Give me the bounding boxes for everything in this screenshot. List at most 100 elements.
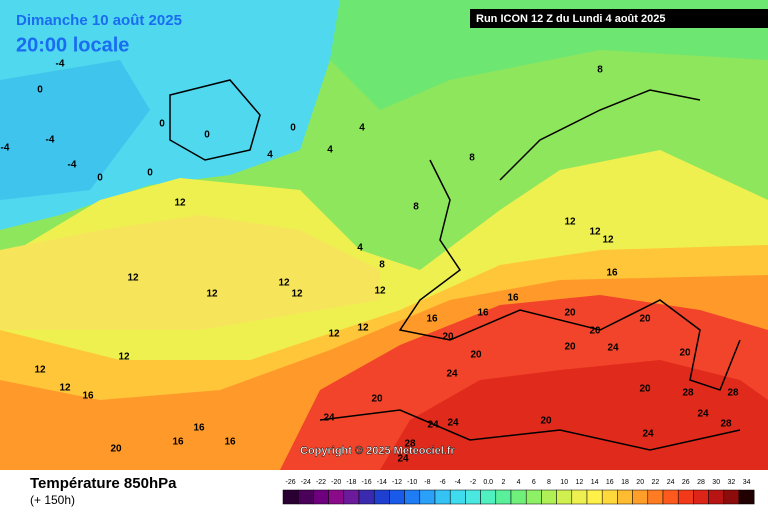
colorbar-tick-label: -22: [316, 479, 326, 486]
contour-label: 4: [357, 243, 363, 254]
contour-label: 20: [589, 326, 601, 337]
colorbar-cell: [465, 489, 481, 505]
field-red2: [380, 360, 768, 470]
coast-africa: [319, 409, 741, 451]
colorbar-tick-label: 20: [636, 479, 644, 486]
colorbar-cell: [419, 489, 436, 505]
footer-title: Température 850hPa: [30, 475, 177, 492]
colorbar-tick-label: -4: [455, 479, 461, 486]
colorbar-cell: [632, 489, 649, 505]
colorbar-cell: [282, 489, 299, 505]
contour-label: 12: [118, 352, 130, 363]
colorbar-cell: [556, 489, 573, 505]
contour-label: 20: [540, 416, 552, 427]
contour-label: -4: [1, 143, 10, 154]
contour-label: 0: [159, 119, 165, 130]
colorbar-tick-label: -16: [362, 479, 372, 486]
colorbar-cell: [708, 489, 725, 505]
contour-label: 12: [589, 227, 601, 238]
colorbar-cell: [693, 489, 709, 505]
colorbar-cell: [738, 489, 755, 505]
colorbar-cell: [662, 489, 679, 505]
colorbar-tick-label: 14: [591, 479, 599, 486]
contour-label: 24: [397, 454, 409, 465]
contour-label: 20: [564, 308, 576, 319]
colorbar-tick-label: -20: [331, 479, 341, 486]
contour-label: 8: [469, 153, 475, 164]
colorbar-tick-label: 22: [652, 479, 660, 486]
contour-label: 16: [507, 293, 519, 304]
contour-label: 28: [682, 388, 694, 399]
colorbar-tick-label: -6: [439, 479, 445, 486]
contour-label: 12: [278, 278, 290, 289]
field-blue: [0, 60, 150, 200]
contour-label: 28: [404, 439, 416, 450]
temperature-field: [0, 0, 768, 470]
colorbar: -26 -24 -22 -20 -18 -16 -14 -12 -10 -8 -6 -4 -2 0.0 2 4…: [282, 479, 755, 505]
colorbar-cell: [373, 489, 390, 505]
contour-label: 12: [127, 273, 139, 284]
contour-label: 0: [147, 168, 153, 179]
contour-label: 16: [426, 314, 438, 325]
contour-label: 20: [639, 384, 651, 395]
contour-label: 28: [727, 388, 739, 399]
contour-label: 24: [323, 413, 335, 424]
contour-label: 24: [427, 420, 439, 431]
colorbar-tick-label: -18: [346, 479, 356, 486]
contour-label: 20: [442, 332, 454, 343]
contour-label: -4: [68, 160, 77, 171]
contour-label: 12: [602, 235, 614, 246]
contour-label: 16: [172, 437, 184, 448]
colorbar-cell: [677, 489, 694, 505]
contour-label: -4: [56, 59, 65, 70]
colorbar-cell: [480, 489, 497, 505]
colorbar-tick-label: -26: [286, 479, 296, 486]
run-info: Run ICON 12 Z du Lundi 4 août 2025: [476, 13, 665, 25]
contour-label: 24: [697, 409, 709, 420]
contour-label: 12: [328, 329, 340, 340]
colorbar-tick-label: 28: [697, 479, 705, 486]
colorbar-tick-label: 0.0: [483, 479, 493, 486]
contour-label: 12: [357, 323, 369, 334]
colorbar-cell: [601, 489, 618, 505]
colorbar-tick-label: 16: [606, 479, 614, 486]
contour-label: 16: [193, 423, 205, 434]
contour-label: 12: [59, 383, 71, 394]
colorbar-tick-label: 2: [501, 479, 505, 486]
colorbar-tick-label: 26: [682, 479, 690, 486]
contour-label: 24: [447, 418, 459, 429]
valid-time: 20:00 locale: [16, 34, 129, 56]
contour-label: 28: [720, 419, 732, 430]
contour-label: 0: [97, 173, 103, 184]
contour-label: 20: [679, 348, 691, 359]
coast-iceland: [169, 79, 261, 161]
run-box: [470, 9, 768, 28]
colorbar-cell: [617, 489, 633, 505]
contour-label: 24: [607, 343, 619, 354]
contour-label: 8: [379, 260, 385, 271]
contour-label: 12: [374, 286, 386, 297]
colorbar-cell: [525, 489, 542, 505]
colorbar-cell: [404, 489, 421, 505]
contour-label: 12: [291, 289, 303, 300]
contour-label: 20: [564, 342, 576, 353]
colorbar-cell: [434, 489, 451, 505]
colorbar-cell: [586, 489, 603, 505]
contour-label: 0: [204, 130, 210, 141]
contour-label: 20: [639, 314, 651, 325]
colorbar-tick-label: 30: [712, 479, 720, 486]
colorbar-cell: [313, 489, 329, 505]
coastlines: [169, 79, 741, 451]
colorbar-tick-label: 6: [532, 479, 536, 486]
colorbar-tick-label: -2: [470, 479, 476, 486]
contour-label: 12: [34, 365, 46, 376]
contour-label: 8: [597, 65, 603, 76]
valid-date: Dimanche 10 août 2025: [16, 12, 182, 29]
contour-label: 8: [413, 202, 419, 213]
contour-label: 12: [564, 217, 576, 228]
contour-label: 0: [37, 85, 43, 96]
contour-label: 4: [359, 123, 365, 134]
colorbar-tick-label: -24: [301, 479, 311, 486]
